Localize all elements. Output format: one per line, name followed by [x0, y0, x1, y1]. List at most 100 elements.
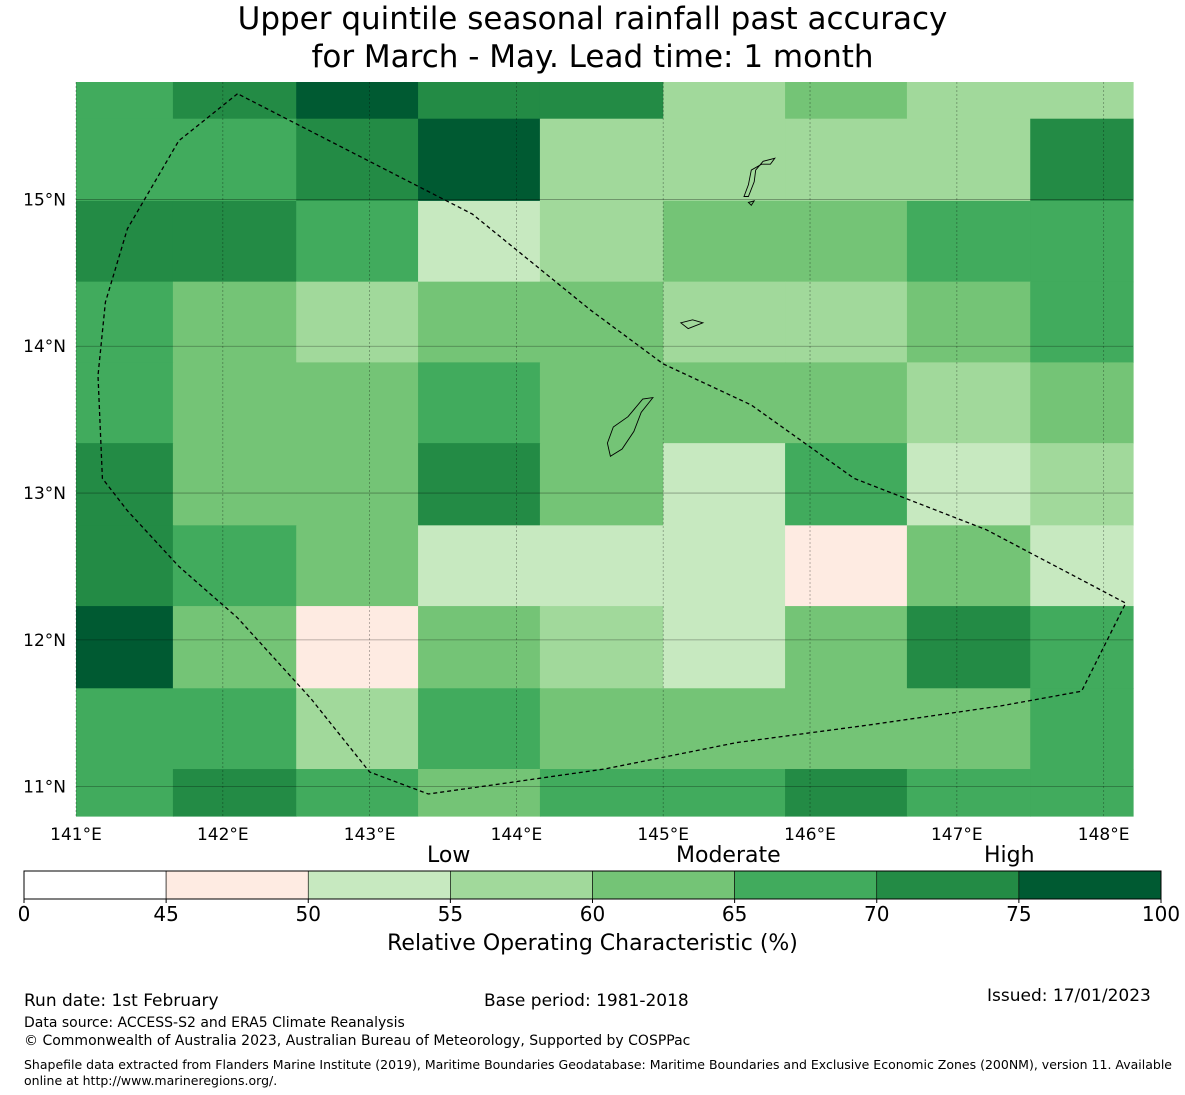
y-tick-label: 13°N: [23, 484, 66, 504]
roc-cell: [418, 200, 541, 283]
roc-cell: [785, 82, 908, 120]
island-outline: [743, 157, 776, 197]
colorbar-tick-label: 65: [722, 902, 747, 926]
roc-cell: [539, 606, 664, 689]
colorbar-tick-label: 55: [438, 902, 463, 926]
shapefile-credit: Shapefile data extracted from Flanders M…: [24, 1057, 1172, 1088]
roc-cell: [539, 82, 664, 120]
chart-title: Upper quintile seasonal rainfall past ac…: [0, 0, 1185, 76]
roc-cell: [76, 769, 174, 817]
roc-cell: [663, 82, 786, 120]
roc-cell: [418, 769, 541, 817]
roc-cell: [663, 200, 786, 283]
roc-cell: [296, 118, 419, 202]
roc-cell: [76, 118, 174, 202]
roc-cell: [906, 200, 1031, 283]
x-tick-label: 141°E: [50, 825, 102, 845]
axis-tick-labels: 141°E 142°E 143°E 144°E 145°E 146°E 147°E 148°E…: [23, 190, 1129, 845]
roc-cell: [539, 443, 664, 526]
roc-cell: [785, 525, 908, 607]
colorbar-category-low: Low: [427, 843, 471, 868]
colorbar-band: [307, 870, 451, 900]
roc-cell: [785, 281, 908, 363]
roc-cell: [296, 82, 419, 120]
roc-cell: [296, 200, 419, 283]
roc-cell: [296, 688, 419, 770]
colorbar-band: [734, 870, 878, 900]
colorbar-tick-label: 75: [1006, 902, 1031, 926]
roc-cell: [906, 525, 1031, 607]
roc-cell: [1030, 525, 1134, 607]
roc-cell: [172, 118, 297, 202]
x-tick-label: 142°E: [197, 825, 249, 845]
roc-cell: [539, 525, 664, 607]
colorbar-band: [592, 870, 735, 900]
roc-cell: [785, 688, 908, 770]
colorbar-tick-label: 45: [153, 902, 178, 926]
roc-cell: [785, 118, 908, 202]
colorbar-tick-label: 70: [864, 902, 889, 926]
roc-cell: [296, 525, 419, 607]
roc-cell: [1030, 606, 1134, 689]
x-tick-label: 144°E: [491, 825, 543, 845]
roc-cell: [76, 443, 174, 526]
roc-cell: [418, 118, 541, 202]
x-tick-label: 145°E: [637, 825, 689, 845]
roc-cell: [785, 606, 908, 689]
roc-cell: [172, 606, 297, 689]
colorbar-tick-label: 50: [296, 902, 321, 926]
colorbar-band: [1018, 870, 1162, 900]
roc-cell: [1030, 362, 1134, 444]
colorbar: 0 45 50 55 60 65 70 75 100: [18, 870, 1180, 926]
colorbar-tick-label: 0: [18, 902, 31, 926]
roc-cell: [172, 200, 297, 283]
roc-cell: [172, 525, 297, 607]
run-date: Run date: 1st February: [24, 991, 219, 1011]
roc-cell: [906, 281, 1031, 363]
title-line-2: for March - May. Lead time: 1 month: [311, 39, 874, 75]
colorbar-band: [165, 870, 309, 900]
roc-cell: [539, 688, 664, 770]
roc-cell: [172, 281, 297, 363]
roc-cell: [663, 688, 786, 770]
roc-cell: [1030, 688, 1134, 770]
island-outline: [679, 319, 705, 330]
colorbar-tick-label: 100: [1142, 902, 1180, 926]
eez-boundary: [97, 93, 1127, 795]
roc-cell: [172, 688, 297, 770]
copyright: © Commonwealth of Australia 2023, Austra…: [24, 1033, 691, 1049]
roc-cell: [76, 281, 174, 363]
roc-cell: [539, 362, 664, 444]
roc-cell: [906, 606, 1031, 689]
roc-cell: [785, 362, 908, 444]
graticule: [75, 82, 1133, 816]
roc-cell: [296, 281, 419, 363]
roc-cell: [76, 362, 174, 444]
roc-cell: [1030, 82, 1134, 120]
roc-cell: [296, 443, 419, 526]
roc-cell: [296, 606, 419, 689]
roc-cell: [76, 200, 174, 283]
data-source: Data source: ACCESS-S2 and ERA5 Climate …: [24, 1015, 405, 1031]
roc-cell: [76, 82, 174, 120]
x-tick-label: 147°E: [931, 825, 983, 845]
roc-cell: [1030, 200, 1134, 283]
roc-cell: [663, 769, 786, 817]
colorbar-category-moderate: Moderate: [676, 843, 781, 868]
roc-cell: [76, 688, 174, 770]
roc-cell: [418, 362, 541, 444]
roc-cell: [906, 118, 1031, 202]
roc-cell: [418, 525, 541, 607]
colorbar-band: [876, 870, 1020, 900]
roc-cell: [539, 118, 664, 202]
roc-cell: [172, 362, 297, 444]
roc-cell: [785, 769, 908, 817]
roc-cell: [906, 82, 1031, 120]
island-outline: [606, 396, 654, 458]
roc-cell: [906, 443, 1031, 526]
roc-cell: [906, 362, 1031, 444]
roc-cell: [785, 200, 908, 283]
roc-cell: [663, 525, 786, 607]
x-tick-label: 146°E: [784, 825, 836, 845]
